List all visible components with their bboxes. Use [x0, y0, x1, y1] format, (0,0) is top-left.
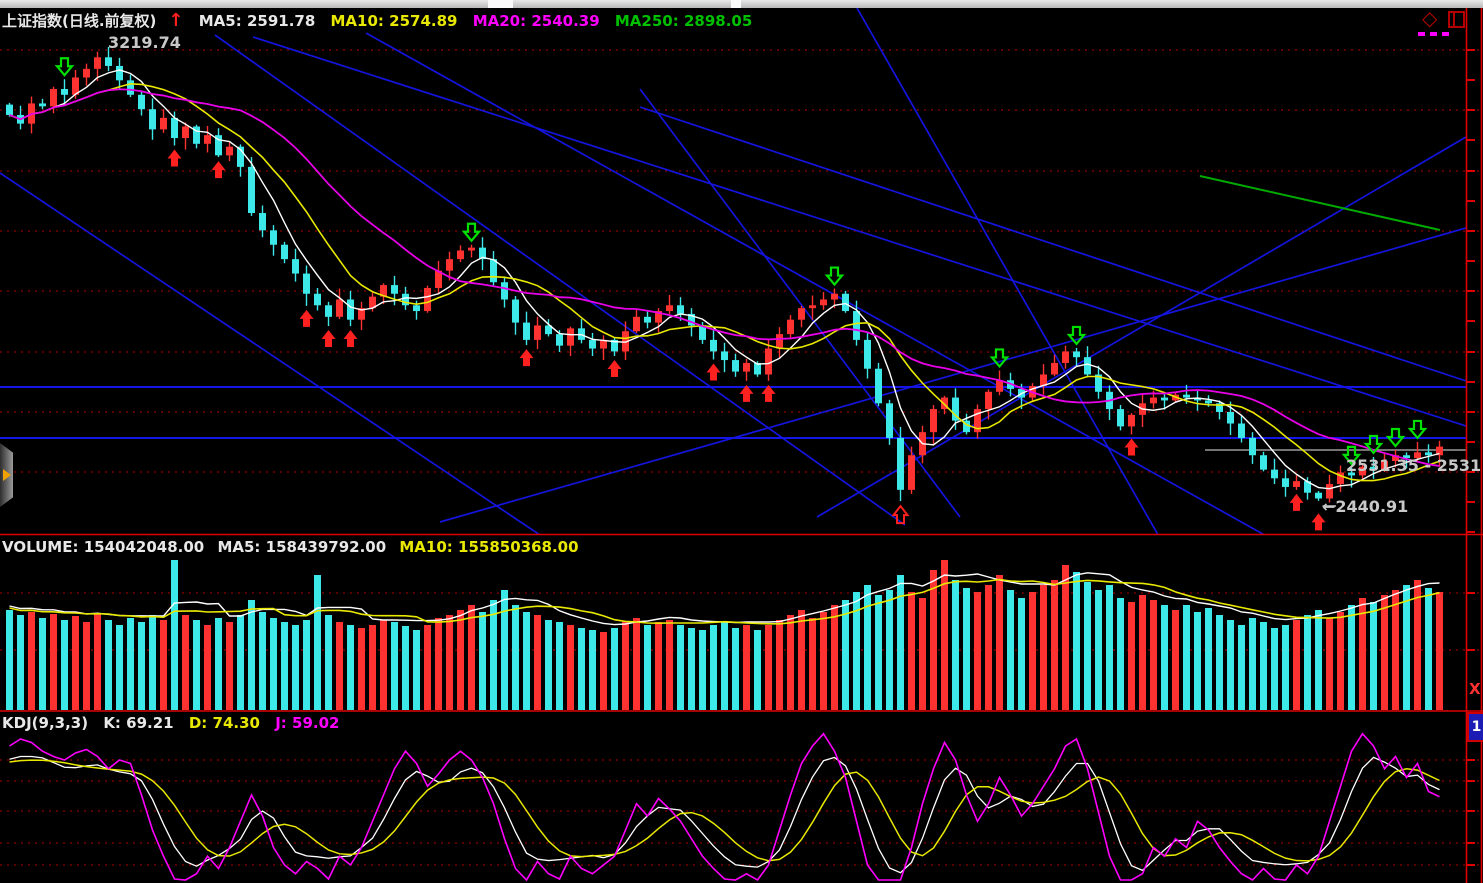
- title-strip-notch: [731, 0, 741, 8]
- expand-arrow-icon: [3, 469, 11, 481]
- kdj-k-value: K: 69.21: [103, 714, 174, 732]
- indicator-close-button[interactable]: X: [1469, 680, 1481, 698]
- kdj-d-value: D: 74.30: [188, 714, 260, 732]
- low-price-value: 2440.91: [1335, 497, 1409, 516]
- low-price-label: ←2440.91: [1322, 497, 1408, 516]
- volume-pane-header: VOLUME: 154042048.00 MA5: 158439792.00 M…: [2, 538, 587, 556]
- instrument-title: 上证指数(日线.前复权): [2, 12, 157, 30]
- title-strip-notch: [488, 0, 513, 8]
- split-window-icon[interactable]: [1448, 11, 1465, 28]
- volume-value: VOLUME: 154042048.00: [2, 538, 205, 556]
- page-number-badge[interactable]: 1: [1467, 712, 1483, 742]
- ma20-value: MA20: 2540.39: [472, 12, 600, 30]
- high-price-label: 3219.74: [108, 33, 181, 52]
- volume-ma5-value: MA5: 158439792.00: [217, 538, 387, 556]
- split-window-divider: [1453, 13, 1455, 26]
- signal-up-arrow-icon: ↑: [168, 10, 184, 31]
- chart-corner-toolbar: ◇: [1414, 8, 1474, 40]
- main-pane: [0, 8, 1466, 534]
- kdj-j-value: J: 59.02: [275, 714, 340, 732]
- ma5-value: MA5: 2591.78: [198, 12, 316, 30]
- signal-markers: [54, 57, 1428, 531]
- grid-layer: [0, 49, 1483, 866]
- kdj-pane-header: KDJ(9,3,3) K: 69.21 D: 74.30 J: 59.02: [2, 714, 349, 732]
- current-price-label: 2531.35 - 2531: [1346, 456, 1482, 475]
- ma10-value: MA10: 2574.89: [330, 12, 458, 30]
- sidebar-expand-handle[interactable]: [0, 443, 13, 507]
- more-options-icon[interactable]: [1418, 32, 1449, 36]
- window-title-strip: [0, 0, 1483, 8]
- volume-ma10-value: MA10: 155850368.00: [399, 538, 579, 556]
- diamond-tool-icon[interactable]: ◇: [1422, 6, 1438, 30]
- left-arrow-icon: ←: [1322, 497, 1336, 516]
- kdj-pane: [9, 732, 1440, 882]
- volume-pane: [6, 560, 1443, 710]
- ma250-value: MA250: 2898.05: [614, 12, 753, 30]
- frame-layer: [0, 8, 1483, 883]
- kdj-name: KDJ(9,3,3): [2, 714, 89, 732]
- main-chart-header: 上证指数(日线.前复权) ↑ MA5: 2591.78 MA10: 2574.89…: [2, 10, 762, 31]
